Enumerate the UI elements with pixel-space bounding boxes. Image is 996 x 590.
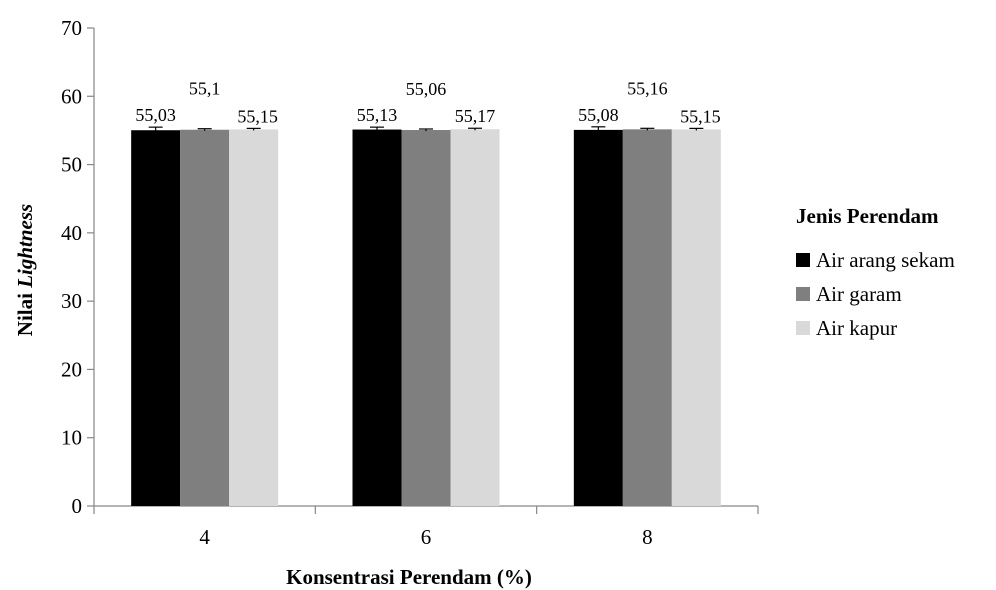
y-tick-label: 0 (72, 494, 83, 518)
y-tick-label: 10 (61, 426, 82, 450)
data-label: 55,15 (680, 106, 721, 126)
bar (450, 129, 500, 507)
legend-item-air-garam: Air garam (796, 277, 955, 311)
y-tick-label: 40 (61, 221, 82, 245)
bar (180, 129, 230, 506)
x-tick-label: 6 (421, 525, 432, 549)
data-label: 55,17 (455, 106, 496, 126)
y-tick-label: 30 (61, 289, 82, 313)
data-label: 55,03 (135, 105, 176, 125)
data-label: 55,1 (189, 79, 221, 99)
data-label: 55,06 (406, 79, 447, 99)
data-labels-group: 55,03 55,1 55,15 55,13 55,06 55,17 55,08 55,16 5… (135, 78, 720, 126)
x-tick-label: 8 (642, 525, 653, 549)
bar (671, 129, 721, 506)
y-axis-title: Nilai Lightness (13, 204, 37, 336)
y-tick-label: 60 (61, 84, 82, 108)
legend-label: Air arang sekam (816, 247, 955, 272)
legend-label: Air garam (816, 281, 902, 306)
bar (622, 129, 672, 506)
data-label: 55,15 (237, 106, 278, 126)
data-label: 55,13 (357, 105, 398, 125)
bar (131, 130, 181, 507)
legend-swatch (796, 287, 810, 301)
x-axis-title: Konsentrasi Perendam (%) (286, 565, 532, 589)
bar (573, 129, 623, 507)
bar (401, 130, 451, 506)
legend-item-air-kapur: Air kapur (796, 311, 955, 345)
legend: Jenis Perendam Air arang sekam Air garam… (796, 204, 955, 345)
y-tick-label: 50 (61, 153, 82, 177)
y-tick-label: 20 (61, 357, 82, 381)
legend-label: Air kapur (816, 315, 898, 340)
legend-swatch (796, 253, 810, 267)
data-label: 55,08 (578, 105, 619, 125)
legend-swatch (796, 321, 810, 335)
y-axis-title-prefix: Nilai (13, 288, 37, 336)
x-tick-label: 4 (199, 525, 210, 549)
bar (352, 129, 402, 506)
bars-group (131, 126, 721, 507)
y-axis-title-italic: Lightness (13, 204, 37, 289)
bar (229, 129, 279, 506)
legend-title: Jenis Perendam (796, 204, 939, 228)
legend-item-air-arang-sekam: Air arang sekam (796, 243, 955, 277)
data-label: 55,16 (627, 78, 668, 98)
y-tick-label: 70 (61, 16, 82, 40)
